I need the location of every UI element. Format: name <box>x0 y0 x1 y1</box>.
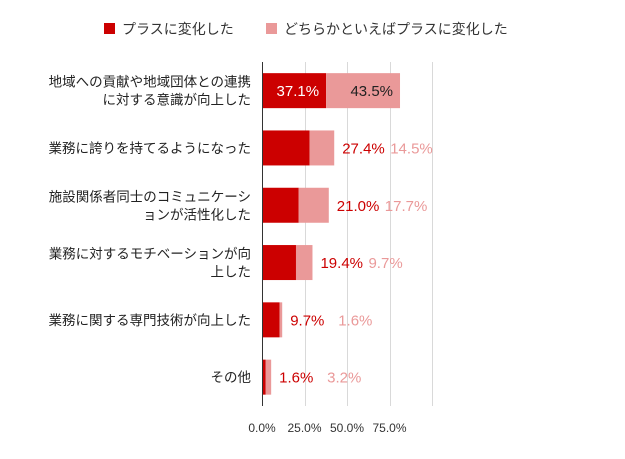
bar-plus-5 <box>263 302 280 338</box>
bar-plus-2 <box>263 130 310 166</box>
bar-somewhat-plus-5 <box>279 302 283 338</box>
category-labels: 地域への貢献や地域団体との連携に対する意識が向上した業務に誇りを持てるようになっ… <box>49 75 252 386</box>
bar-plus-6 <box>263 359 266 395</box>
bar-plus-4 <box>263 245 296 281</box>
category-label: その他 <box>211 370 252 386</box>
value-label-somewhat-plus-2: 14.5% <box>390 140 433 157</box>
x-tick-label: 0.0% <box>248 421 276 435</box>
category-label: 施設関係者同士のコミュニケーシ <box>49 189 251 205</box>
bar-somewhat-plus-2 <box>309 130 335 166</box>
legend-swatch-1 <box>104 23 115 34</box>
bar-plus-3 <box>263 187 299 223</box>
legend-label-1: プラスに変化した <box>122 21 234 38</box>
bar-somewhat-plus-1 <box>326 73 401 109</box>
legend-swatch-2 <box>266 23 277 34</box>
x-tick-label: 75.0% <box>372 421 406 435</box>
value-label-plus-3: 21.0% <box>337 198 380 215</box>
value-label-plus-2: 27.4% <box>342 140 385 157</box>
value-labels: 37.1% 43.5% 27.4% 14.5% 21.0% 17.7% 19.4% 9.7% 9… <box>277 83 433 387</box>
category-label: 業務に関する専門技術が向上した <box>49 313 252 329</box>
value-label-plus-6: 1.6% <box>279 370 313 387</box>
bars <box>263 73 401 395</box>
value-label-somewhat-plus-1: 43.5% <box>350 83 393 100</box>
value-label-somewhat-plus-4: 9.7% <box>368 255 402 272</box>
bar-somewhat-plus-4 <box>295 245 313 281</box>
value-label-somewhat-plus-5: 1.6% <box>338 312 372 329</box>
category-label: 業務に誇りを持てるようになった <box>49 141 252 157</box>
gridlines <box>262 62 433 406</box>
value-label-plus-5: 9.7% <box>290 312 324 329</box>
value-label-plus-1: 37.1% <box>277 83 320 100</box>
x-tick-label: 50.0% <box>330 421 364 435</box>
bar-plus-1 <box>263 73 327 109</box>
x-tick-label: 25.0% <box>287 421 321 435</box>
category-label: 地域への貢献や地域団体との連携 <box>49 75 251 91</box>
legend-label-2: どちらかといえばプラスに変化した <box>284 21 508 38</box>
category-label: 業務に対するモチベーションが向 <box>49 247 251 263</box>
bar-somewhat-plus-3 <box>298 187 329 223</box>
value-label-plus-4: 19.4% <box>320 255 363 272</box>
value-label-somewhat-plus-3: 17.7% <box>385 198 428 215</box>
category-label: に対する意識が向上した <box>103 92 252 109</box>
category-label: ョンが活性化した <box>143 207 251 223</box>
x-axis-ticks: 0.0% 25.0% 50.0% 75.0% <box>248 421 407 435</box>
legend: プラスに変化した どちらかといえばプラスに変化した <box>104 21 508 38</box>
category-label: 上した <box>211 265 252 281</box>
bar-somewhat-plus-6 <box>265 359 272 395</box>
value-label-somewhat-plus-6: 3.2% <box>327 370 361 387</box>
